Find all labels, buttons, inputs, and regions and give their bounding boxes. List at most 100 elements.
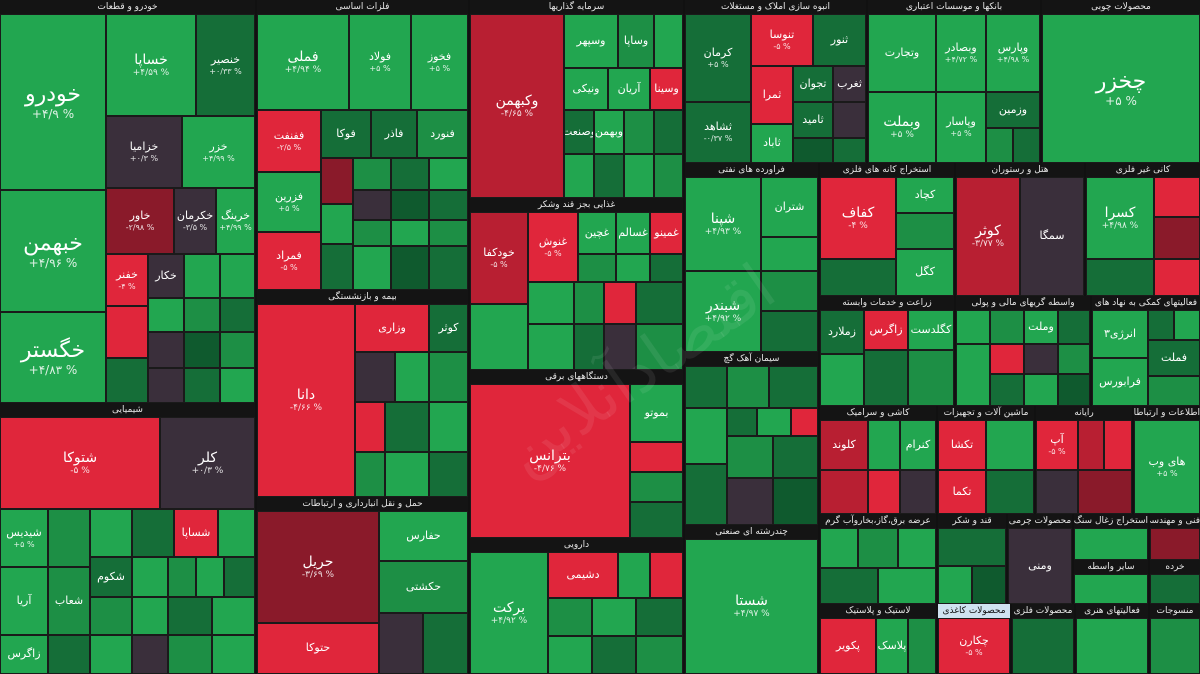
tile[interactable] [630, 502, 683, 538]
tile[interactable] [212, 635, 255, 674]
tile-ansar[interactable]: انرژی۳ [1092, 310, 1148, 358]
tile[interactable] [1024, 344, 1058, 374]
tile[interactable] [654, 14, 683, 68]
tile-khafar[interactable]: خفنر -۴ % [106, 254, 148, 306]
tile[interactable] [321, 158, 353, 204]
tile-kvatar[interactable]: کوثر -۳/۷۷ % [956, 177, 1020, 296]
tile[interactable] [429, 352, 468, 402]
tile[interactable] [972, 566, 1006, 604]
tile-kowsar[interactable]: کوثر [429, 304, 468, 352]
tile[interactable] [636, 636, 683, 674]
tile[interactable] [429, 220, 468, 246]
tile[interactable] [820, 259, 896, 296]
tile-ap[interactable]: آپ -۵ % [1036, 420, 1078, 470]
tile-dana[interactable]: دانا -۴/۶۶ % [257, 304, 355, 497]
tile-shatoka[interactable]: شتوکا -۵ % [0, 417, 160, 509]
tile[interactable] [1078, 420, 1104, 470]
tile[interactable] [395, 352, 429, 402]
tile-foka[interactable]: فوکا [321, 110, 371, 158]
tile-shakoum[interactable]: شکوم [90, 557, 132, 597]
tile[interactable] [184, 332, 220, 368]
tile[interactable] [630, 442, 683, 472]
tile[interactable] [685, 408, 727, 464]
tile-tamra[interactable]: ثمرا [751, 66, 793, 124]
tile[interactable] [654, 154, 683, 198]
tile[interactable] [148, 298, 184, 332]
tile[interactable] [624, 110, 654, 154]
tile[interactable] [385, 452, 429, 497]
tile[interactable] [761, 237, 818, 271]
tile-vpasar[interactable]: وپاسار +۵ % [936, 92, 986, 163]
tile-ptak[interactable]: پلاسک [876, 618, 908, 674]
tile[interactable] [168, 597, 212, 635]
tile[interactable] [224, 557, 255, 597]
tile[interactable] [986, 470, 1034, 514]
tile[interactable] [900, 470, 936, 514]
tile[interactable] [990, 344, 1024, 374]
tile[interactable] [90, 597, 132, 635]
tile-khakaram[interactable]: خکرمان -۳/۵ % [174, 188, 216, 254]
tile[interactable] [898, 528, 936, 568]
tile[interactable] [391, 220, 429, 246]
tile-fazarin[interactable]: فزرین +۵ % [257, 172, 321, 232]
tile[interactable] [321, 244, 353, 290]
tile-tamid[interactable]: ثامید [793, 102, 833, 138]
tile[interactable] [429, 246, 468, 290]
tile[interactable] [564, 154, 594, 198]
tile[interactable] [353, 246, 391, 290]
tile[interactable] [1078, 470, 1132, 514]
tile[interactable] [220, 332, 255, 368]
tile[interactable] [132, 557, 168, 597]
tile[interactable] [355, 352, 395, 402]
tile[interactable] [429, 402, 468, 452]
tile-mani[interactable]: ومنی [1008, 528, 1072, 604]
tile-khenser[interactable]: خنصیر +۰/۳۳ % [196, 14, 255, 116]
tile[interactable] [196, 557, 224, 597]
tile[interactable] [878, 568, 936, 604]
tile-zagros[interactable]: زاگرس [864, 310, 908, 350]
tile[interactable] [990, 374, 1024, 406]
tile-htoka[interactable]: حتوکا [257, 623, 379, 674]
tile-hkeshti[interactable]: حکشتی [379, 561, 468, 613]
tile-khodro[interactable]: خودرو +۴/۹ % [0, 14, 106, 190]
tile[interactable] [391, 190, 429, 220]
tile[interactable] [793, 138, 833, 163]
tile[interactable] [1012, 618, 1074, 674]
tile-shaddis[interactable]: شیدیس +۵ % [0, 509, 48, 567]
tile[interactable] [791, 408, 818, 436]
tile-tkma[interactable]: تکما [938, 470, 986, 514]
tile-kalor[interactable]: کلر +۰/۳ % [160, 417, 255, 509]
tile-shasapa[interactable]: شساپا [174, 509, 218, 557]
tile[interactable] [1174, 310, 1200, 340]
tile[interactable] [429, 158, 468, 190]
tile[interactable] [1150, 528, 1200, 560]
tile-kafagh[interactable]: کفاف -۴ % [820, 177, 896, 259]
tile-shabandar[interactable]: شبندر +۴/۹۲ % [685, 271, 761, 352]
tile[interactable] [820, 528, 858, 568]
tile-kgoldst[interactable]: کگلدست [908, 310, 954, 350]
tile[interactable] [868, 420, 900, 470]
tile[interactable] [896, 213, 954, 249]
tile-vakbahman[interactable]: وکبهمن -۴/۶۵ % [470, 14, 564, 198]
tile[interactable] [1058, 374, 1090, 406]
tile[interactable] [1074, 574, 1148, 604]
tile[interactable] [168, 635, 212, 674]
tile[interactable] [1086, 259, 1154, 296]
tile-fanfat[interactable]: ففنفت -۲/۵ % [257, 110, 321, 172]
tile-vtejarat[interactable]: وتجارت [868, 14, 936, 92]
tile-tjavan[interactable]: تجوان [793, 66, 833, 102]
tile[interactable] [1148, 310, 1174, 340]
tile-varan[interactable]: آریان [608, 68, 650, 110]
tile[interactable] [106, 306, 148, 358]
tile-famtle[interactable]: فملت [1148, 340, 1200, 376]
tile[interactable] [184, 298, 220, 332]
tile-shasta[interactable]: شستا +۴/۹۷ % [685, 539, 818, 674]
tile[interactable] [578, 254, 616, 282]
tile-khabahman[interactable]: خبهمن +۴/۹۶ % [0, 190, 106, 312]
tile-vasapeh[interactable]: وسپهر [564, 14, 618, 68]
tile-zagolis[interactable]: زاگرس [0, 635, 48, 674]
tile-vnikv[interactable]: ونیکی [564, 68, 608, 110]
tile[interactable] [321, 204, 353, 244]
tile-samga[interactable]: سمگا [1020, 177, 1084, 296]
tile-khazamia[interactable]: خزامیا +۰/۳ % [106, 116, 182, 188]
